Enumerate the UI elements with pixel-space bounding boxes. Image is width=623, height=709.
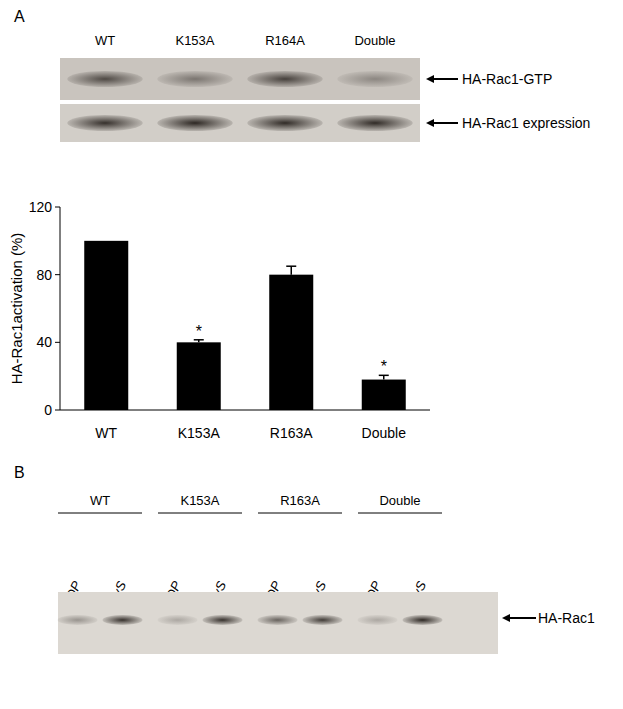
x-tick-label: Double [362, 425, 407, 441]
band [157, 71, 233, 87]
lane-label: K153A [175, 33, 214, 48]
error-cap [286, 265, 296, 267]
arrow-shaft [432, 122, 458, 124]
lane-label: Double [354, 33, 395, 48]
arrow [426, 75, 458, 83]
arrow-shaft [432, 78, 458, 80]
band [67, 115, 143, 131]
error-bar [194, 340, 204, 343]
x-tick-label: K153A [178, 425, 221, 441]
y-tick [55, 410, 60, 411]
group-line [158, 513, 242, 514]
error-line [291, 266, 293, 274]
band [103, 615, 143, 625]
x-tick-label: WT [95, 425, 117, 441]
arrow-head [426, 75, 434, 83]
band [247, 115, 323, 131]
group-label: WT [90, 493, 110, 508]
arrow-shaft [508, 617, 536, 619]
band [247, 71, 323, 87]
x-tick-label: R163A [270, 425, 313, 441]
band [358, 615, 398, 625]
y-tick-label: 80 [36, 267, 52, 283]
panel-label: A [14, 8, 25, 25]
lane-label: WT [95, 33, 115, 48]
arrow-head [426, 119, 434, 127]
row-label: HA-Rac1-GTP [462, 71, 552, 87]
band [303, 615, 343, 625]
error-bar [286, 266, 296, 274]
y-tick-label: 120 [29, 199, 53, 215]
y-tick [55, 342, 60, 343]
y-axis [60, 207, 61, 410]
significance: * [381, 358, 387, 375]
y-tick-label: 0 [44, 402, 52, 418]
band [157, 115, 233, 131]
band [58, 615, 98, 625]
band [258, 615, 298, 625]
band [403, 615, 443, 625]
arrow [502, 614, 536, 622]
bar [269, 275, 313, 410]
row-label: HA-Rac1 expression [462, 115, 590, 131]
group-label: Double [379, 493, 420, 508]
group-line [258, 513, 342, 514]
blot-strip [58, 592, 498, 654]
figure: A B WT K153A R164A Double HA-Rac1-GTP HA-Rac1 e… [0, 0, 623, 709]
blot-strip [60, 104, 420, 142]
y-tick [55, 207, 60, 208]
group-line [358, 513, 442, 514]
bars [84, 241, 406, 410]
lane-label: R164A [265, 33, 305, 48]
row-label: HA-Rac1 [538, 610, 595, 626]
bar [362, 380, 406, 410]
group-line [58, 513, 142, 514]
panel-label: B [14, 464, 25, 481]
band [203, 615, 243, 625]
y-axis-label: HA-Rac1activation (%) [8, 233, 25, 385]
band [337, 115, 413, 131]
error-bar [379, 375, 389, 379]
significance: * [196, 323, 202, 340]
arrow [426, 119, 458, 127]
band [158, 615, 198, 625]
band [337, 71, 413, 87]
y-tick-label: 40 [36, 334, 52, 350]
arrow-head [502, 614, 510, 622]
bar [84, 241, 128, 410]
group-label: K153A [180, 493, 219, 508]
group-label: R163A [280, 493, 320, 508]
bar [177, 342, 221, 410]
y-tick [55, 274, 60, 275]
blot-strip [60, 58, 420, 100]
band [67, 71, 143, 87]
